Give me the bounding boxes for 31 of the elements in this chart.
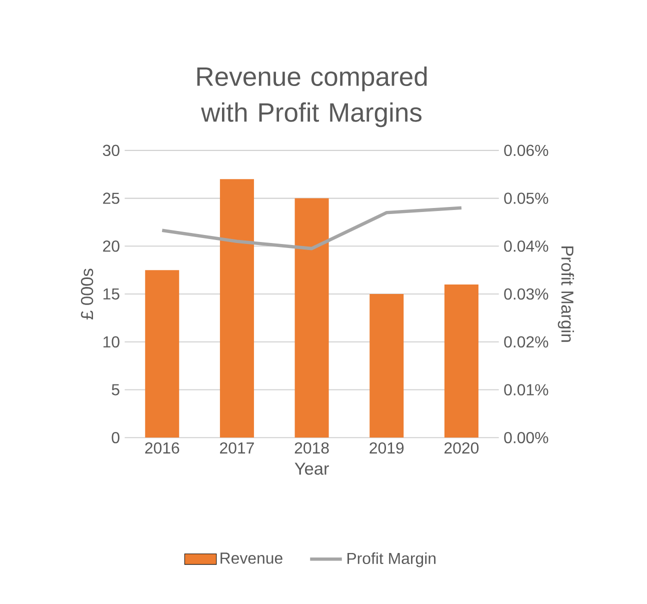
y-tick-label: 25 <box>103 192 120 204</box>
y-tick-label: 30 <box>102 144 120 156</box>
bar <box>444 284 478 438</box>
y-tick-label: 0 <box>112 432 120 444</box>
x-tick-label: 2016 <box>145 442 180 454</box>
legend-label: Profit Margin <box>347 552 436 568</box>
bar <box>294 198 329 438</box>
y2-tick-label: 0.06% <box>504 144 548 156</box>
y2-tick-label: 0.04% <box>504 240 548 252</box>
y-axis-title: £ 000s <box>80 268 94 320</box>
x-tick-label: 2020 <box>444 442 479 454</box>
y2-tick-label: 0.00% <box>504 432 548 444</box>
x-tick-label: 2019 <box>370 442 404 454</box>
y-tick-label: 10 <box>104 336 120 348</box>
y2-tick-label: 0.05% <box>504 192 548 204</box>
y2-tick-label: 0.02% <box>504 336 548 348</box>
chart-title: Revenue compared with Profit Margins <box>197 66 427 128</box>
y2-tick-label: 0.03% <box>504 288 548 300</box>
y-tick-label: 15 <box>104 288 120 300</box>
bar <box>145 270 180 438</box>
line-series <box>160 206 464 250</box>
y2-tick-label: 0.01% <box>504 384 548 396</box>
legend-label: Revenue <box>220 552 282 564</box>
x-tick-label: 2017 <box>220 442 254 454</box>
bar <box>220 179 254 438</box>
y-tick-label: 20 <box>103 240 120 252</box>
x-tick-label: 2018 <box>294 442 329 454</box>
y2-axis-title: Profit Margin <box>558 246 574 342</box>
bar <box>370 294 404 438</box>
y-tick-label: 5 <box>112 384 120 396</box>
x-axis-title: Year <box>294 462 329 475</box>
